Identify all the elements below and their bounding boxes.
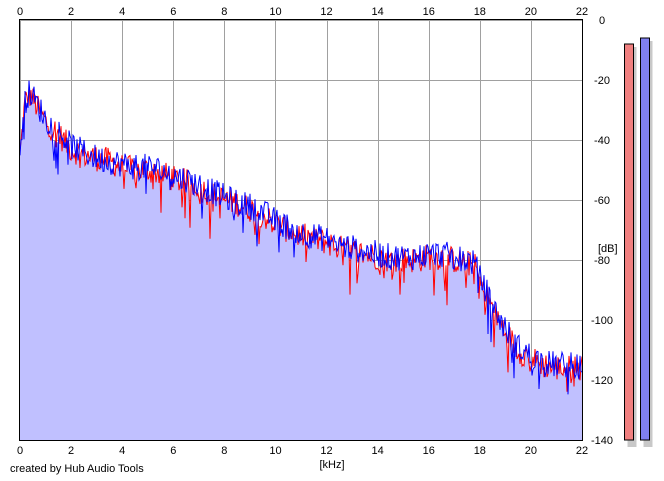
y-tick-labels: 0 -20 -40 -60 -80 -100 -120 -140 [591, 15, 613, 447]
x-tick-label: 0 [17, 445, 23, 457]
x-tick-labels-bottom: 0 2 4 6 8 10 12 14 16 18 20 22 [17, 445, 588, 457]
credit-caption: created by Hub Audio Tools [10, 463, 144, 475]
y-axis-label: [dB] [598, 243, 618, 255]
x-tick-label: 8 [221, 445, 227, 457]
x-tick-label: 8 [221, 6, 227, 18]
x-axis-label: [kHz] [319, 459, 344, 471]
x-tick-label: 4 [119, 445, 125, 457]
x-tick-label: 0 [17, 6, 23, 18]
plot-frame [19, 19, 583, 441]
y-tick-label: -80 [594, 255, 610, 267]
y-tick-label: -140 [591, 435, 613, 447]
y-tick-label: -60 [594, 195, 610, 207]
x-tick-label: 6 [170, 445, 176, 457]
level-meter-blue [640, 37, 650, 441]
x-tick-label: 20 [525, 445, 537, 457]
y-tick-label: -20 [594, 75, 610, 87]
x-tick-label: 16 [423, 6, 435, 18]
x-tick-label: 16 [423, 445, 435, 457]
x-tick-labels-top: 0 2 4 6 8 10 12 14 16 18 20 22 [17, 6, 588, 18]
x-tick-label: 14 [372, 6, 384, 18]
x-tick-label: 2 [68, 6, 74, 18]
x-tick-label: 10 [269, 6, 281, 18]
x-tick-label: 20 [525, 6, 537, 18]
x-tick-label: 4 [119, 6, 125, 18]
series-blue-line [19, 80, 583, 395]
x-tick-label: 10 [269, 445, 281, 457]
x-tick-label: 22 [576, 445, 588, 457]
x-tick-label: 18 [474, 445, 486, 457]
y-tick-label: -100 [591, 315, 613, 327]
x-tick-label: 12 [320, 6, 332, 18]
x-tick-label: 6 [170, 6, 176, 18]
x-tick-label: 22 [576, 6, 588, 18]
y-tick-label: -120 [591, 375, 613, 387]
x-tick-label: 2 [68, 445, 74, 457]
level-meter-red [624, 43, 634, 441]
x-tick-label: 18 [474, 6, 486, 18]
y-tick-label: -40 [594, 135, 610, 147]
y-tick-label: 0 [599, 15, 605, 27]
x-tick-label: 14 [372, 445, 384, 457]
x-tick-label: 12 [320, 445, 332, 457]
level-meters [624, 37, 653, 447]
spectrum-fill-area [20, 86, 582, 441]
